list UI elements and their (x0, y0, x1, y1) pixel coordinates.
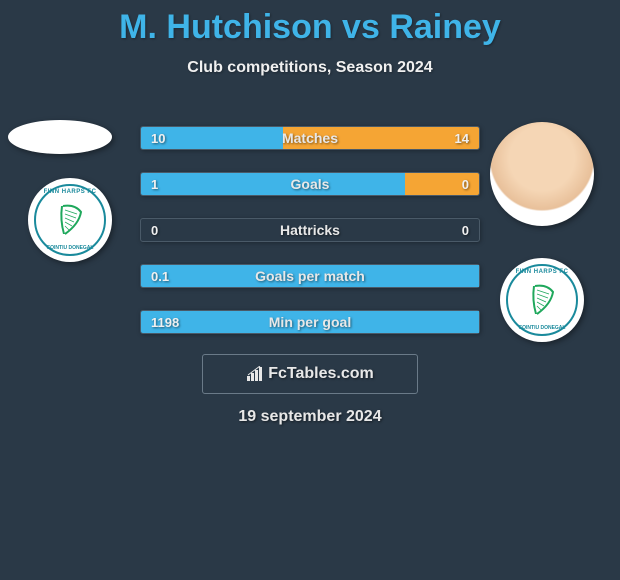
player-avatar-right (490, 122, 594, 226)
chart-icon (246, 366, 264, 382)
badge-text-bottom: COINTIU DONEGAL (47, 245, 94, 251)
stat-value-right: 0 (462, 173, 469, 195)
comparison-title: M. Hutchison vs Rainey (0, 0, 620, 47)
comparison-subtitle: Club competitions, Season 2024 (0, 59, 620, 77)
club-badge-right: FINN HARPS FC COINTIU DONEGAL (500, 258, 584, 342)
watermark-text: FcTables.com (268, 365, 374, 383)
player-avatar-left (8, 120, 112, 154)
stat-label: Matches (141, 127, 479, 149)
watermark-box: FcTables.com (202, 354, 418, 394)
stat-row: 1198Min per goal (140, 310, 480, 334)
stat-row: 0Hattricks0 (140, 218, 480, 242)
stat-label: Goals (141, 173, 479, 195)
stat-label: Hattricks (141, 219, 479, 241)
club-badge-left: FINN HARPS FC COINTIU DONEGAL (28, 178, 112, 262)
stat-row: 10Matches14 (140, 126, 480, 150)
comparison-date: 19 september 2024 (0, 408, 620, 426)
badge-text-top: FINN HARPS FC (516, 269, 569, 275)
stats-container: 10Matches141Goals00Hattricks00.1Goals pe… (140, 126, 480, 356)
badge-text-top: FINN HARPS FC (44, 189, 97, 195)
harp-icon (527, 282, 557, 318)
stat-value-right: 14 (455, 127, 469, 149)
harp-icon (55, 202, 85, 238)
stat-row: 0.1Goals per match (140, 264, 480, 288)
stat-label: Goals per match (141, 265, 479, 287)
badge-text-bottom: COINTIU DONEGAL (519, 325, 566, 331)
stat-value-right: 0 (462, 219, 469, 241)
stat-label: Min per goal (141, 311, 479, 333)
stat-row: 1Goals0 (140, 172, 480, 196)
